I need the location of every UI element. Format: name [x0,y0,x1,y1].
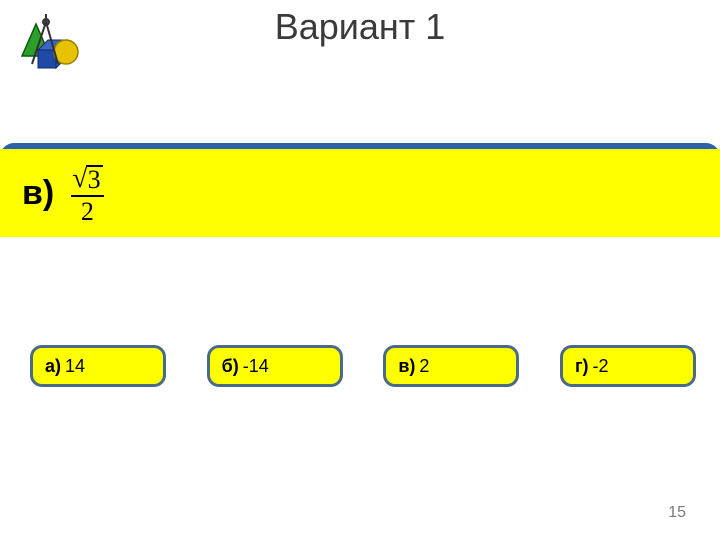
question-content: в) √ 3 2 [0,149,720,237]
question-bar: в) √ 3 2 [0,143,720,237]
answer-value: -2 [592,356,608,377]
page-title: Вариант 1 [0,6,720,48]
answer-key: а) [45,356,61,377]
answer-key: б) [222,356,239,377]
answer-key: г) [575,356,589,377]
answer-value: 2 [419,356,429,377]
fraction-numerator-sqrt: 3 [86,165,103,193]
answer-value: 14 [65,356,85,377]
answer-option-a[interactable]: а) 14 [30,345,166,387]
answer-row: а) 14 б) -14 в) 2 г) -2 [30,345,696,387]
answer-value: -14 [243,356,269,377]
answer-key: в) [398,356,415,377]
page-number: 15 [668,504,686,522]
answer-option-g[interactable]: г) -2 [560,345,696,387]
question-label: в) [22,174,54,213]
answer-option-v[interactable]: в) 2 [383,345,519,387]
question-fraction: √ 3 2 [68,162,106,225]
answer-option-b[interactable]: б) -14 [207,345,343,387]
fraction-denominator: 2 [71,195,104,225]
